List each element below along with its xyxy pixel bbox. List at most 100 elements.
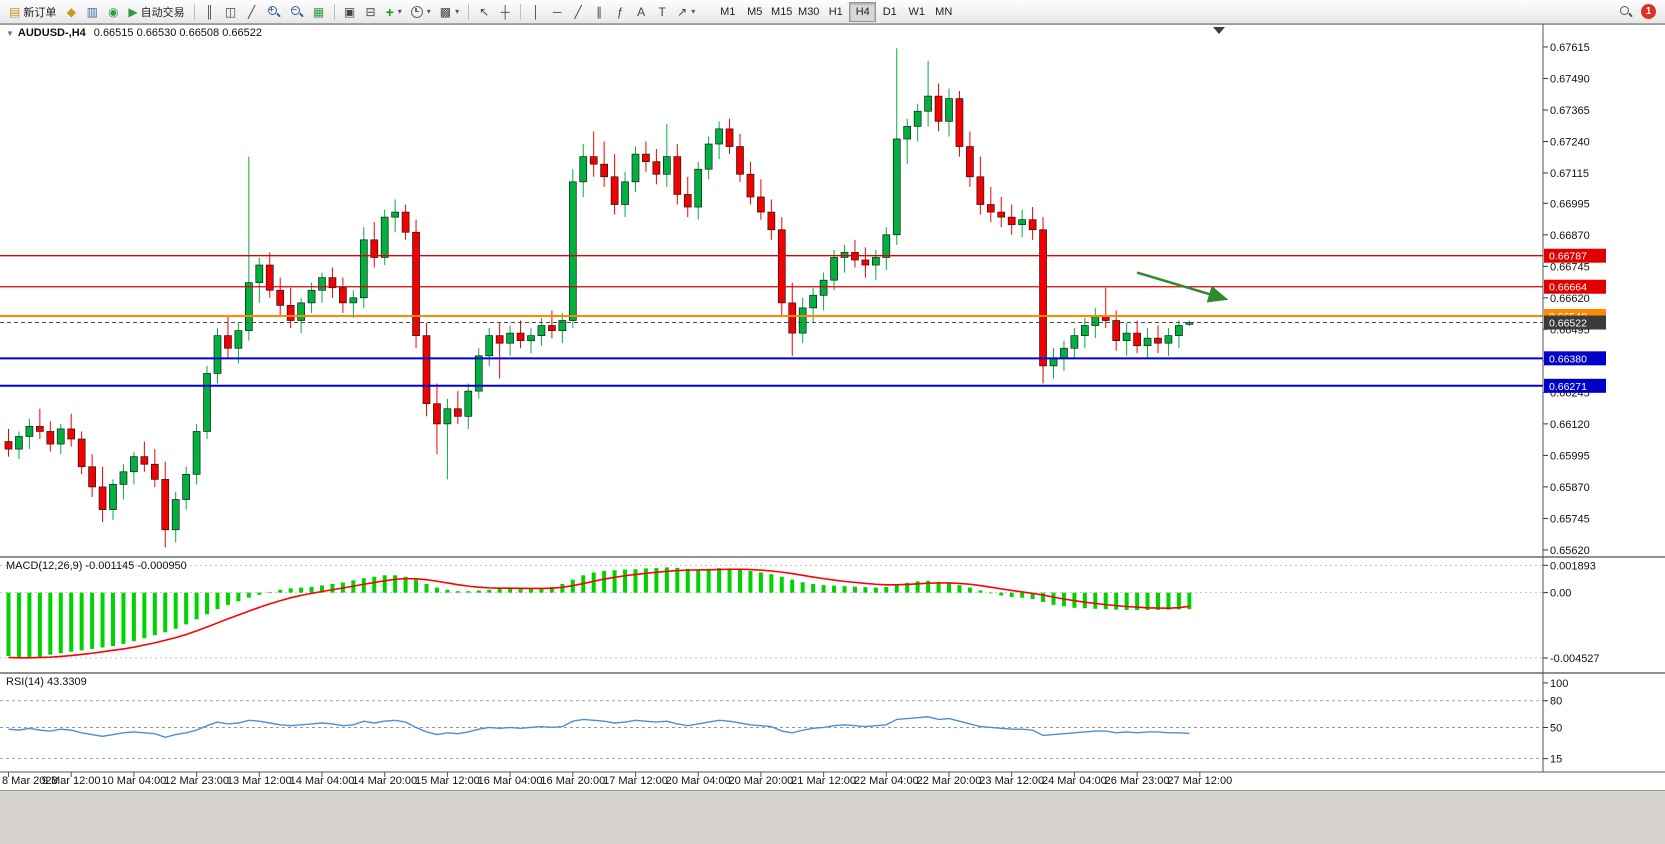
label-tool-button[interactable]: T bbox=[652, 2, 672, 22]
candle-body bbox=[819, 279, 828, 296]
candle-body bbox=[297, 302, 305, 321]
timeframe-h4-button[interactable]: H4 bbox=[849, 1, 877, 22]
svg-text:0.66787: 0.66787 bbox=[1549, 251, 1587, 263]
indicators-button[interactable]: + ▾ bbox=[382, 2, 406, 22]
timeframe-d1-button[interactable]: D1 bbox=[876, 2, 903, 22]
navigator-button[interactable]: ◉ bbox=[103, 2, 123, 22]
candle-body bbox=[558, 320, 567, 331]
price-badge bbox=[1544, 248, 1606, 263]
svg-text:27 Mar 12:00: 27 Mar 12:00 bbox=[1167, 775, 1232, 787]
candlestick-icon: ◫ bbox=[224, 4, 237, 19]
caret-down-icon: ▾ bbox=[397, 7, 402, 16]
new-chart-icon: ◆ bbox=[66, 4, 76, 19]
timeframe-m30-button[interactable]: M30 bbox=[795, 2, 822, 22]
svg-text:0.65620: 0.65620 bbox=[1550, 545, 1590, 557]
chart-shift-marker[interactable] bbox=[1213, 27, 1225, 34]
timeframe-m1-button[interactable]: M1 bbox=[714, 2, 741, 22]
candle-body bbox=[861, 259, 870, 266]
label-tool-icon: T bbox=[658, 4, 666, 19]
rsi-indicator-label: RSI(14) 43.3309 bbox=[6, 676, 87, 688]
text-tool-button[interactable]: A bbox=[631, 2, 651, 22]
candle-body bbox=[757, 196, 765, 213]
candle-body bbox=[934, 95, 943, 122]
candle-body bbox=[276, 289, 285, 306]
autotrading-button[interactable]: ▶ 自动交易 bbox=[124, 2, 188, 22]
vertical-line-button[interactable]: │ bbox=[526, 2, 546, 22]
timeframe-m5-button[interactable]: M5 bbox=[741, 2, 768, 22]
candle-body bbox=[882, 234, 891, 258]
template-icon: ▩ bbox=[439, 4, 452, 19]
candle-body bbox=[610, 176, 619, 205]
notification-badge[interactable]: 1 bbox=[1641, 4, 1656, 19]
candle-body bbox=[548, 325, 556, 331]
candle-body bbox=[98, 486, 107, 510]
candle-body bbox=[203, 373, 211, 432]
fibonacci-button[interactable]: ƒ bbox=[610, 2, 630, 22]
caret-down-icon: ▾ bbox=[426, 7, 431, 16]
price-badges-group: 0.667870.666640.665480.665220.663800.662… bbox=[1544, 248, 1606, 393]
candle-body bbox=[924, 95, 932, 112]
svg-text:13 Mar 12:00: 13 Mar 12:00 bbox=[227, 775, 292, 787]
line-chart-button[interactable]: ╱ bbox=[242, 2, 262, 22]
timeframe-w1-button[interactable]: W1 bbox=[903, 2, 930, 22]
crosshair-button[interactable]: ┼ bbox=[495, 2, 515, 22]
candle-body bbox=[1112, 320, 1121, 342]
candle-body bbox=[871, 257, 880, 266]
profiles-button[interactable]: ▥ bbox=[82, 2, 102, 22]
tile-windows-button[interactable]: ▦ bbox=[309, 2, 329, 22]
candle-body bbox=[370, 239, 379, 258]
candle-body bbox=[840, 252, 849, 258]
tile-horizontal-button[interactable]: ⊟ bbox=[361, 2, 381, 22]
trendline-button[interactable]: ╱ bbox=[568, 2, 588, 22]
templates-button[interactable]: ▩ ▾ bbox=[436, 2, 463, 22]
zoom-out-button[interactable]: − bbox=[286, 2, 308, 22]
bar-chart-button[interactable]: ║ bbox=[200, 2, 220, 22]
timeframe-h1-button[interactable]: H1 bbox=[822, 2, 849, 22]
candle-body bbox=[140, 456, 149, 465]
periods-button[interactable]: ▾ bbox=[407, 2, 435, 22]
search-button[interactable] bbox=[1615, 2, 1637, 22]
svg-text:16 Mar 20:00: 16 Mar 20:00 bbox=[540, 775, 605, 787]
cascade-windows-button[interactable]: ▣ bbox=[340, 2, 360, 22]
horizontal-line-button[interactable]: ─ bbox=[547, 2, 567, 22]
candle-body bbox=[245, 282, 253, 331]
candlestick-chart-button[interactable]: ◫ bbox=[221, 2, 241, 22]
price-chart-svg[interactable]: 0.67615 0.67490 0.67365 0.67240 0.67115 0.669… bbox=[0, 24, 1665, 790]
shapes-button[interactable]: ↗ ▾ bbox=[673, 2, 699, 22]
tile-horizontal-icon: ⊟ bbox=[365, 4, 376, 19]
svg-text:10 Mar 04:00: 10 Mar 04:00 bbox=[101, 775, 166, 787]
svg-text:0.66271: 0.66271 bbox=[1549, 381, 1587, 393]
candle-body bbox=[46, 431, 55, 445]
candle-body bbox=[318, 277, 326, 291]
candle-body bbox=[1175, 325, 1183, 336]
candle-body bbox=[903, 126, 912, 140]
svg-text:80: 80 bbox=[1550, 696, 1562, 708]
svg-text:0.66620: 0.66620 bbox=[1550, 293, 1590, 305]
zoom-in-button[interactable]: + bbox=[263, 2, 285, 22]
svg-text:9 Mar 12:00: 9 Mar 12:00 bbox=[42, 775, 101, 787]
timeframe-mn-button[interactable]: MN bbox=[930, 2, 957, 22]
candle-body bbox=[976, 176, 985, 205]
channel-button[interactable]: ∥ bbox=[589, 2, 609, 22]
chart-window[interactable]: 0.67615 0.67490 0.67365 0.67240 0.67115 0.669… bbox=[0, 24, 1665, 790]
candle-body bbox=[1060, 347, 1068, 359]
candle-body bbox=[401, 211, 410, 233]
svg-text:50: 50 bbox=[1550, 722, 1562, 734]
new-order-button[interactable]: ▤ 新订单 bbox=[5, 2, 60, 22]
candle-body bbox=[694, 168, 703, 208]
zoom-in-icon: + bbox=[267, 5, 281, 19]
candle-body bbox=[150, 463, 159, 480]
cursor-button[interactable]: ↖ bbox=[474, 2, 494, 22]
new-chart-button[interactable]: ◆ bbox=[61, 2, 81, 22]
candle-body bbox=[568, 181, 577, 321]
candle-body bbox=[736, 146, 744, 175]
symbol-period-label: AUDUSD-,H4 bbox=[17, 27, 86, 39]
macd-histogram bbox=[6, 567, 1192, 658]
chart-collapse-icon[interactable]: ▼ bbox=[6, 29, 14, 38]
svg-text:0.001893: 0.001893 bbox=[1550, 560, 1596, 572]
annotation-arrow[interactable] bbox=[1136, 271, 1229, 303]
timeframe-m15-button[interactable]: M15 bbox=[768, 2, 795, 22]
candle-body bbox=[359, 239, 368, 299]
horizontal-lines-group[interactable] bbox=[0, 255, 1543, 387]
